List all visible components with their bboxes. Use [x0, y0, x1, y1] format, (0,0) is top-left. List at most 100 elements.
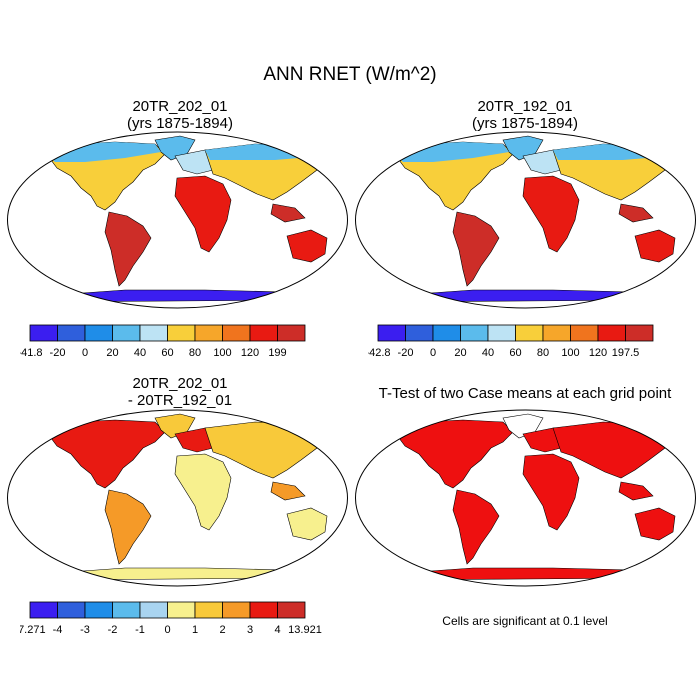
colorbar-label: 3	[247, 624, 253, 636]
map-border	[7, 409, 348, 587]
colorbar-label: -41.8	[20, 347, 43, 359]
panel-1-title-line1: 20TR_202_01	[132, 98, 228, 115]
colorbar-swatch	[222, 601, 251, 619]
panel-3-title: 20TR_202_01 - 20TR_192_01	[60, 375, 300, 409]
colorbar-swatch	[249, 324, 278, 342]
colorbar-swatch	[277, 324, 306, 342]
band-eurasia	[205, 144, 323, 160]
continent-seasia	[270, 203, 306, 223]
colorbar-swatch	[57, 324, 86, 342]
map-panel-4	[355, 409, 696, 587]
continent-samerica	[104, 489, 152, 565]
panel-1-title-line2: (yrs 1875-1894)	[127, 115, 233, 132]
continent-africa	[522, 175, 580, 253]
significance-note: Cells are significant at 0.1 level	[442, 614, 608, 628]
colorbar-label: 100	[213, 347, 231, 359]
continent-antarctica	[44, 289, 306, 303]
map-panel-1	[7, 131, 348, 309]
map-border	[355, 131, 696, 309]
colorbar-label: 20	[454, 347, 466, 359]
colorbar-panel-1: -41.8 -20 0 20 40 60 80 100 120 199	[20, 324, 306, 359]
colorbar-label: 197.5	[612, 347, 640, 359]
colorbar-swatch	[84, 324, 113, 342]
colorbar-swatch	[139, 324, 168, 342]
colorbar-swatch	[194, 601, 223, 619]
continent-seasia	[270, 481, 306, 501]
colorbar-label: 2	[219, 624, 225, 636]
continent-australia	[634, 507, 676, 541]
panel-3-title-line2: - 20TR_192_01	[127, 392, 233, 409]
panel-1-title: 20TR_202_01 (yrs 1875-1894)	[60, 98, 300, 132]
colorbar-label: 120	[241, 347, 259, 359]
colorbar-label: 4	[274, 624, 280, 636]
panel-2-title-line1: 20TR_192_01	[477, 98, 573, 115]
continent-samerica	[452, 211, 500, 287]
map-border	[355, 409, 696, 587]
colorbar-swatch	[57, 601, 86, 619]
continent-africa	[174, 453, 232, 531]
colorbar-swatch	[405, 324, 434, 342]
panel-2-title: 20TR_192_01 (yrs 1875-1894)	[405, 98, 645, 132]
colorbar-label: 1	[192, 624, 198, 636]
colorbar-label: -4	[53, 624, 63, 636]
continent-antarctica	[392, 567, 654, 581]
colorbar-swatch	[625, 324, 654, 342]
continent-australia	[286, 507, 328, 541]
colorbar-label: 40	[482, 347, 494, 359]
map-land-layer	[392, 135, 676, 303]
colorbar-swatch	[460, 324, 489, 342]
colorbar-swatch	[222, 324, 251, 342]
colorbar-swatch	[432, 324, 461, 342]
panel-4-title: T-Test of two Case means at each grid po…	[378, 385, 672, 402]
colorbar-label: 199	[268, 347, 286, 359]
colorbar-swatch	[167, 601, 196, 619]
colorbar-swatch	[377, 324, 406, 342]
colorbar-swatch	[194, 324, 223, 342]
colorbar-panel-3: -7.271 -4 -3 -2 -1 0 1 2 3 4 13.921	[20, 601, 322, 636]
colorbar-label: 20	[106, 347, 118, 359]
continent-antarctica	[44, 567, 306, 581]
continent-antarctica	[392, 289, 654, 303]
colorbar-label: 80	[537, 347, 549, 359]
band-eurasia	[553, 144, 671, 160]
colorbar-label: 60	[161, 347, 173, 359]
map-land-layer	[44, 135, 328, 303]
panel-3-title-line1: 20TR_202_01	[132, 375, 228, 392]
figure-title: ANN RNET (W/m^2)	[263, 64, 437, 85]
map-panel-3	[7, 409, 348, 587]
colorbar-label: -20	[50, 347, 66, 359]
colorbar-label: -42.8	[368, 347, 391, 359]
colorbar-label: 100	[561, 347, 579, 359]
colorbar-swatch	[597, 324, 626, 342]
map-land-layer	[392, 413, 676, 581]
map-land-layer	[44, 413, 328, 581]
colorbar-swatch	[570, 324, 599, 342]
colorbar-label: 0	[164, 624, 170, 636]
colorbar-swatch	[29, 601, 58, 619]
colorbar-swatch	[84, 601, 113, 619]
colorbar-swatch	[167, 324, 196, 342]
map-border	[7, 131, 348, 309]
continent-australia	[286, 229, 328, 263]
colorbar-swatch	[112, 324, 141, 342]
colorbar-label: 120	[589, 347, 607, 359]
colorbar-swatch	[542, 324, 571, 342]
colorbar-swatch	[515, 324, 544, 342]
continent-namerica	[392, 419, 514, 489]
continent-samerica	[452, 489, 500, 565]
colorbar-label: 80	[189, 347, 201, 359]
colorbar-swatch	[29, 324, 58, 342]
continent-seasia	[618, 481, 654, 501]
colorbar-label: -7.271	[20, 624, 46, 636]
continent-seasia	[618, 203, 654, 223]
continent-australia	[634, 229, 676, 263]
colorbar-swatch	[139, 601, 168, 619]
colorbar-label: -20	[398, 347, 414, 359]
colorbar-swatch	[249, 601, 278, 619]
continent-samerica	[104, 211, 152, 287]
continent-namerica	[44, 419, 166, 489]
colorbar-label: 0	[430, 347, 436, 359]
continent-africa	[522, 453, 580, 531]
continent-africa	[174, 175, 232, 253]
colorbar-panel-2: -42.8 -20 0 20 40 60 80 100 120 197.5	[368, 324, 654, 359]
